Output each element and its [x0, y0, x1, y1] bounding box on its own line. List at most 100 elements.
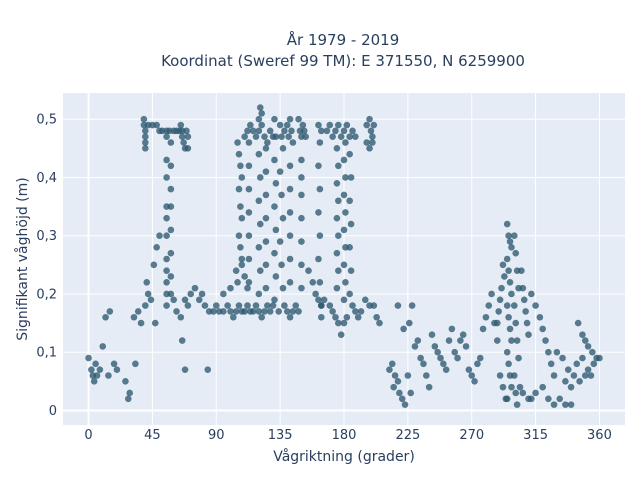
data-point	[262, 168, 270, 175]
data-point	[252, 302, 260, 309]
data-point	[333, 179, 341, 187]
data-point	[238, 174, 246, 181]
data-point	[93, 372, 101, 379]
data-point	[451, 348, 458, 356]
data-point	[574, 319, 582, 327]
data-point	[335, 232, 342, 240]
data-point	[271, 156, 278, 164]
data-point	[363, 121, 371, 129]
data-point	[271, 249, 278, 257]
data-point	[184, 145, 192, 152]
data-point	[332, 127, 339, 135]
data-point	[528, 290, 535, 298]
data-point	[238, 214, 246, 222]
data-point	[167, 139, 175, 146]
data-point	[142, 139, 149, 146]
data-point	[512, 249, 520, 257]
data-point	[173, 308, 180, 315]
data-point	[271, 115, 278, 123]
data-point	[547, 360, 555, 368]
data-point	[545, 348, 552, 356]
data-point	[110, 360, 118, 368]
data-point	[163, 278, 170, 286]
data-point	[352, 133, 359, 140]
data-point	[511, 372, 518, 379]
data-point	[373, 313, 380, 321]
data-point	[245, 209, 253, 216]
data-point	[278, 133, 285, 140]
data-point	[370, 121, 378, 129]
data-point	[262, 214, 270, 222]
data-point	[298, 156, 305, 164]
data-point	[261, 133, 268, 140]
data-point	[153, 121, 160, 129]
data-point	[275, 308, 283, 315]
data-point	[285, 133, 292, 140]
data-point	[298, 238, 305, 245]
data-point	[556, 395, 564, 403]
data-point	[279, 214, 287, 222]
x-tick-label: 135	[268, 428, 293, 443]
data-point	[163, 174, 170, 181]
data-point	[167, 290, 175, 298]
data-point	[495, 308, 502, 315]
data-point	[170, 296, 177, 304]
data-point	[235, 232, 243, 240]
data-point	[589, 348, 596, 356]
data-point	[283, 308, 291, 315]
data-point	[237, 162, 244, 170]
data-point	[342, 278, 349, 286]
data-point	[465, 366, 473, 373]
x-tick-label: 180	[332, 428, 357, 443]
data-point	[337, 331, 345, 339]
data-point	[271, 296, 278, 304]
data-point	[252, 133, 260, 140]
data-point	[316, 278, 324, 286]
data-point	[232, 267, 240, 274]
y-axis-title: Signifikant våghöjd (m)	[14, 177, 31, 340]
data-point	[493, 337, 501, 344]
data-point	[142, 133, 149, 140]
data-point	[499, 383, 507, 391]
data-point	[400, 325, 407, 333]
data-point	[352, 308, 359, 315]
data-point	[347, 174, 355, 181]
data-point	[496, 296, 504, 304]
data-point	[105, 372, 112, 379]
data-point	[262, 261, 270, 269]
data-point	[581, 372, 589, 379]
data-point	[523, 319, 531, 327]
data-point	[584, 343, 592, 350]
data-point	[482, 313, 490, 321]
data-point	[590, 360, 598, 368]
x-tick-label: 270	[459, 428, 484, 443]
data-point	[163, 302, 170, 309]
data-point	[340, 226, 348, 234]
data-point	[178, 337, 186, 344]
data-point	[261, 308, 268, 315]
data-point	[315, 255, 322, 263]
data-point	[519, 284, 527, 292]
data-point	[503, 302, 511, 309]
data-point	[180, 139, 187, 146]
data-point	[316, 185, 324, 193]
data-point	[506, 238, 514, 245]
data-point	[542, 337, 549, 344]
data-point	[90, 378, 98, 385]
data-point	[298, 191, 305, 199]
y-tick-label: 0	[49, 404, 57, 419]
x-axis-ticks: 0 45 90 135 180 225 270 315 360	[84, 428, 611, 443]
data-point	[288, 127, 295, 135]
data-point	[398, 395, 406, 403]
x-tick-label: 315	[523, 428, 548, 443]
data-point	[85, 354, 92, 362]
data-point	[342, 139, 349, 146]
data-point	[528, 395, 535, 403]
data-point	[269, 302, 277, 309]
data-point	[363, 139, 371, 146]
data-point	[474, 360, 481, 368]
data-point	[340, 156, 348, 164]
data-point	[596, 354, 603, 362]
data-point	[245, 232, 253, 240]
